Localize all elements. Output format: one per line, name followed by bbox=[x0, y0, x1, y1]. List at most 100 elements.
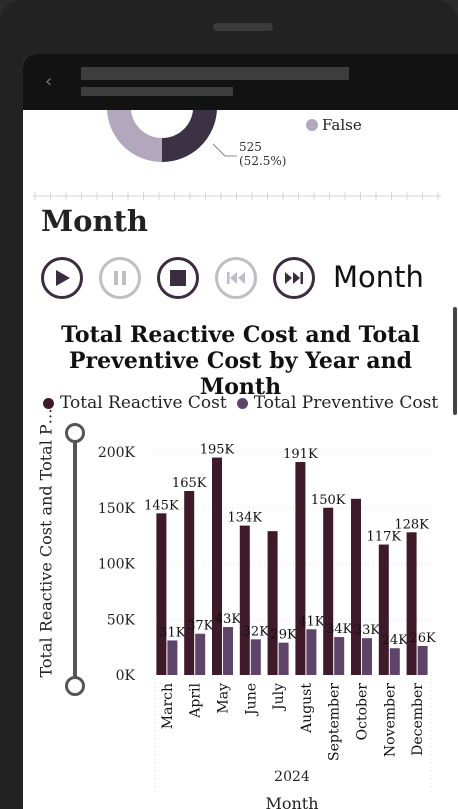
bar-reactive bbox=[295, 462, 306, 675]
bar-reactive bbox=[267, 531, 278, 675]
data-label-preventive: 24K bbox=[382, 633, 409, 648]
next-button[interactable] bbox=[273, 257, 315, 299]
chart-legend: Total Reactive Cost Total Preventive Cos… bbox=[43, 393, 448, 413]
y-tick-label: 100K bbox=[98, 557, 136, 573]
pause-icon bbox=[114, 271, 126, 285]
bar-preventive bbox=[250, 639, 261, 675]
y-tick-label: 150K bbox=[98, 501, 136, 517]
donut-slice-label: 525 (52.5%) bbox=[239, 140, 286, 168]
screen: ‹ 525 (52.5%) False Month bbox=[23, 54, 458, 809]
data-label-preventive: 32K bbox=[243, 624, 270, 639]
x-tick-label: May bbox=[216, 683, 232, 714]
play-axis-label: Month bbox=[333, 260, 424, 294]
previous-button[interactable] bbox=[215, 257, 257, 299]
bar-reactive bbox=[351, 498, 361, 675]
legend-dot-icon bbox=[43, 397, 54, 409]
data-label-reactive: 145K bbox=[144, 498, 179, 513]
legend-item-reactive[interactable]: Total Reactive Cost bbox=[43, 393, 227, 413]
bar-preventive bbox=[223, 627, 233, 675]
slicer-title: Month bbox=[41, 204, 149, 238]
bar-preventive bbox=[167, 640, 178, 675]
data-label-reactive: 134K bbox=[228, 511, 263, 526]
donut-leader-line bbox=[212, 143, 237, 157]
bar-reactive bbox=[156, 513, 167, 675]
x-axis-title: Month bbox=[265, 794, 318, 809]
data-label-reactive: 195K bbox=[200, 443, 235, 458]
play-icon bbox=[56, 270, 70, 286]
legend-label-reactive: Total Reactive Cost bbox=[60, 393, 227, 413]
bar-reactive bbox=[184, 491, 195, 675]
donut-slice-value: 525 bbox=[239, 140, 262, 154]
data-label-preventive: 31K bbox=[159, 625, 186, 640]
y-tick-label: 200K bbox=[98, 445, 136, 461]
x-tick-label: September bbox=[327, 683, 343, 761]
y-tick-label: 50K bbox=[107, 612, 136, 628]
x-tick-label: August bbox=[299, 683, 315, 734]
data-label-preventive: 33K bbox=[354, 623, 381, 638]
data-label-reactive: 191K bbox=[283, 447, 318, 462]
y-tick-label: 0K bbox=[116, 668, 136, 684]
range-slider-bottom-handle[interactable] bbox=[65, 676, 85, 696]
phone-speaker bbox=[213, 23, 273, 31]
x-tick-label: November bbox=[382, 683, 398, 757]
x-tick-label: June bbox=[243, 683, 259, 717]
bar-reactive bbox=[212, 457, 222, 675]
donut-chart bbox=[107, 110, 237, 163]
donut-legend-label: False bbox=[322, 116, 362, 134]
x-tick-label: July bbox=[271, 683, 287, 712]
donut-slice-dark[interactable] bbox=[162, 110, 217, 163]
title-placeholder bbox=[81, 67, 349, 80]
chart-title: Total Reactive Cost and Total Preventive… bbox=[33, 322, 448, 400]
next-icon bbox=[285, 272, 303, 284]
bar-preventive bbox=[306, 629, 317, 675]
donut-legend-false[interactable]: False bbox=[306, 116, 362, 134]
chart-title-line-2: Preventive Cost by Year and Month bbox=[68, 348, 412, 400]
bar-preventive bbox=[334, 637, 345, 675]
bar-chart: 0K 50K 100K 150K 200K 145K 31K March 165K 37K Apri… bbox=[98, 443, 436, 809]
range-slider-track[interactable] bbox=[73, 434, 77, 686]
back-arrow-icon[interactable]: ‹ bbox=[45, 71, 53, 92]
data-label-preventive: 29K bbox=[270, 628, 297, 643]
donut-slice-light[interactable] bbox=[107, 110, 162, 163]
x-tick-label: March bbox=[160, 683, 176, 729]
scrollbar-thumb[interactable] bbox=[453, 307, 457, 415]
data-label-preventive: 41K bbox=[298, 614, 325, 629]
bar-preventive bbox=[417, 646, 428, 675]
donut-slice-percent: (52.5%) bbox=[239, 154, 287, 168]
stop-icon bbox=[170, 270, 186, 286]
data-label-reactive: 128K bbox=[394, 517, 429, 532]
bar-reactive bbox=[378, 544, 389, 675]
x-group-label: 2024 bbox=[274, 769, 310, 785]
bar-reactive bbox=[406, 532, 417, 675]
legend-item-preventive[interactable]: Total Preventive Cost bbox=[236, 393, 439, 413]
data-label-preventive: 26K bbox=[409, 631, 436, 646]
subtitle-placeholder bbox=[81, 87, 233, 96]
range-slider-top-handle[interactable] bbox=[65, 423, 85, 443]
bar-preventive bbox=[195, 633, 206, 675]
bar-preventive bbox=[362, 638, 372, 675]
bar-reactive bbox=[323, 507, 334, 675]
play-button[interactable] bbox=[41, 257, 83, 299]
data-label-reactive: 117K bbox=[367, 530, 402, 545]
x-tick-label: October bbox=[355, 683, 371, 741]
data-label-reactive: 165K bbox=[172, 476, 207, 491]
data-label-reactive: 150K bbox=[311, 493, 346, 508]
divider bbox=[33, 192, 441, 200]
pause-button[interactable] bbox=[99, 257, 141, 299]
data-label-preventive: 43K bbox=[215, 612, 242, 627]
data-label-preventive: 34K bbox=[326, 622, 353, 637]
legend-dot-icon bbox=[236, 397, 248, 409]
chart-title-line-1: Total Reactive Cost and Total bbox=[61, 322, 420, 348]
legend-label-preventive: Total Preventive Cost bbox=[253, 393, 439, 413]
previous-icon bbox=[227, 272, 245, 284]
x-tick-label: April bbox=[188, 682, 204, 718]
bar-preventive bbox=[278, 642, 289, 675]
bar-preventive bbox=[389, 648, 400, 675]
bar-reactive bbox=[239, 525, 250, 675]
stop-button[interactable] bbox=[157, 257, 199, 299]
x-tick-label: December bbox=[410, 683, 426, 756]
top-bar: ‹ bbox=[23, 54, 458, 110]
legend-dot-icon bbox=[306, 119, 318, 131]
data-label-preventive: 37K bbox=[187, 619, 214, 634]
